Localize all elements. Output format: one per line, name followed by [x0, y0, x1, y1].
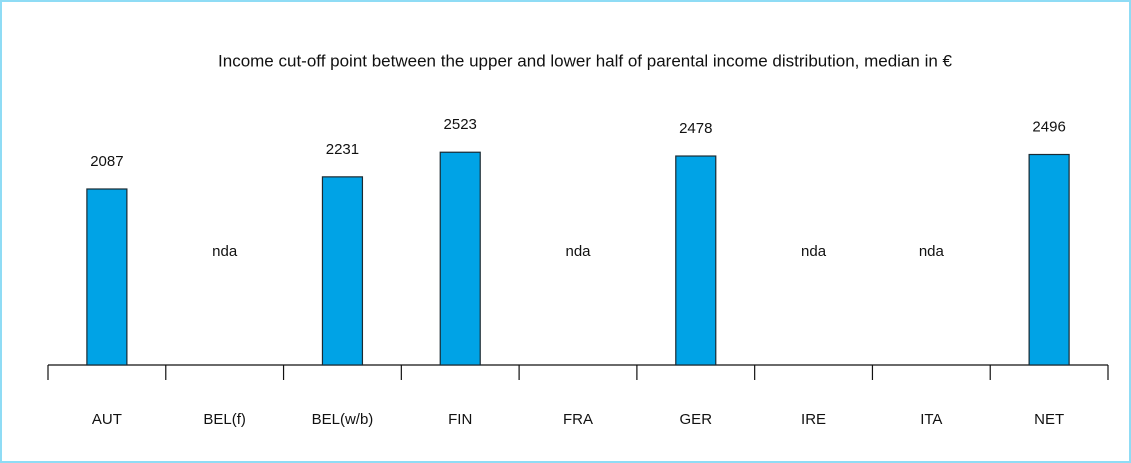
value-label: 2087 — [90, 153, 123, 170]
value-label: 2231 — [326, 141, 359, 158]
value-label: nda — [801, 243, 827, 260]
x-tick-label: IRE — [801, 411, 826, 428]
value-label: 2478 — [679, 120, 712, 137]
x-tick-label: BEL(w/b) — [312, 411, 374, 428]
value-label: nda — [565, 243, 591, 260]
bar — [439, 151, 481, 366]
value-label: nda — [212, 243, 238, 260]
x-tick-label: GER — [680, 411, 713, 428]
value-label: 2496 — [1032, 118, 1065, 135]
x-tick-label: AUT — [92, 411, 122, 428]
x-tick-label: FIN — [448, 411, 472, 428]
chart-title: Income cut-off point between the upper a… — [218, 51, 953, 70]
x-tick-label: BEL(f) — [203, 411, 246, 428]
value-label: nda — [919, 243, 945, 260]
x-tick-label: FRA — [563, 411, 593, 428]
x-tick-label: NET — [1034, 411, 1064, 428]
bar — [1028, 153, 1070, 366]
bar — [321, 176, 364, 366]
value-label: 2523 — [444, 116, 477, 133]
x-tick-label: ITA — [920, 411, 942, 428]
bar — [675, 155, 717, 366]
bar — [86, 188, 128, 366]
